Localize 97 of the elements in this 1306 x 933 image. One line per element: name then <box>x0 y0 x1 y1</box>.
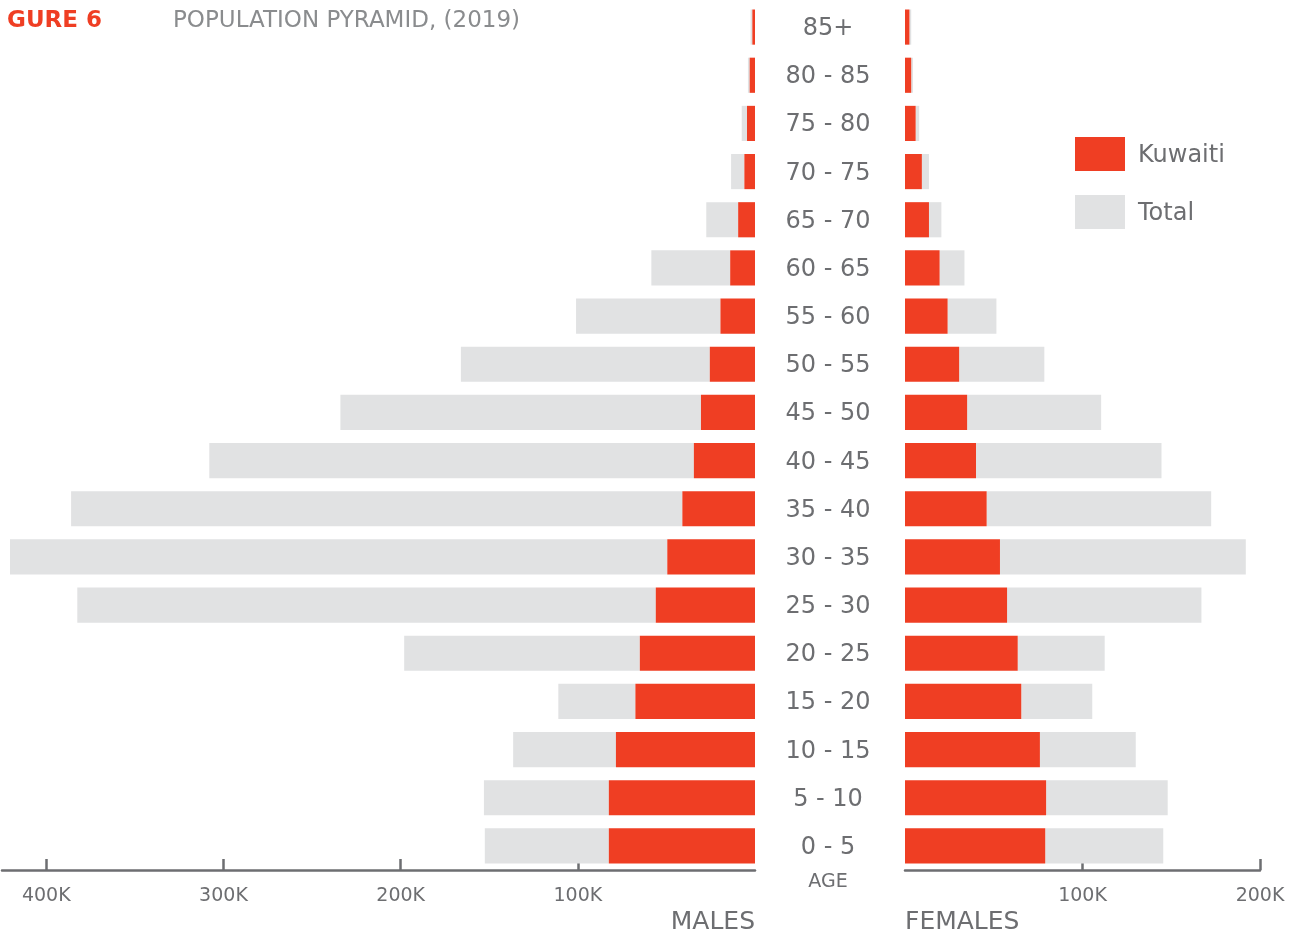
bar <box>1039 732 1136 768</box>
bar <box>905 539 1000 575</box>
bar <box>639 635 755 671</box>
bar <box>209 443 694 479</box>
bar <box>1045 828 1164 864</box>
bar <box>682 491 755 527</box>
bar <box>905 683 1022 719</box>
bar <box>741 105 748 141</box>
bar <box>558 683 636 719</box>
bar <box>576 298 721 334</box>
bar <box>484 828 609 864</box>
bar <box>1021 683 1093 719</box>
y-tick-label: 50 - 55 <box>785 350 871 379</box>
bar <box>905 491 987 527</box>
bar <box>71 491 683 527</box>
bar <box>693 443 755 479</box>
y-tick-label: 55 - 60 <box>785 302 871 331</box>
y-tick-label: 20 - 25 <box>785 639 871 668</box>
bar <box>706 202 739 238</box>
bar <box>655 587 755 623</box>
bar <box>905 828 1046 864</box>
y-tick-label: 5 - 10 <box>793 783 863 812</box>
bar <box>1007 587 1202 623</box>
y-tick-label: 60 - 65 <box>785 253 871 282</box>
bar <box>749 57 755 93</box>
y-tick-label: 75 - 80 <box>785 109 871 138</box>
y-tick-label: 70 - 75 <box>785 157 871 186</box>
bar <box>947 298 997 334</box>
x-axis-title: MALES <box>670 906 755 933</box>
bar <box>928 202 942 238</box>
bar <box>744 154 755 190</box>
bar <box>651 250 731 286</box>
legend-label: Kuwaiti <box>1138 140 1225 168</box>
bar <box>905 732 1040 768</box>
bar <box>905 443 976 479</box>
y-tick-label: 40 - 45 <box>785 446 871 475</box>
bar <box>905 57 912 93</box>
bar <box>905 9 910 45</box>
bar <box>635 683 755 719</box>
bar <box>905 105 916 141</box>
bar <box>77 587 656 623</box>
bar <box>967 394 1102 430</box>
x-tick-label: 200K <box>376 882 426 905</box>
bar <box>608 780 755 816</box>
y-tick-label: 35 - 40 <box>785 494 871 523</box>
bar <box>700 394 755 430</box>
x-tick-label: 100K <box>553 882 603 905</box>
bar <box>340 394 701 430</box>
y-tick-label: 65 - 70 <box>785 205 871 234</box>
bar <box>1046 780 1168 816</box>
y-tick-label: 85+ <box>802 13 854 42</box>
bar <box>483 780 609 816</box>
y-tick-label: 10 - 15 <box>785 735 871 764</box>
bar <box>905 394 968 430</box>
bar <box>999 539 1246 575</box>
bar <box>720 298 755 334</box>
bar <box>730 250 755 286</box>
y-tick-label: 80 - 85 <box>785 61 871 90</box>
x-axis-title: FEMALES <box>905 906 1020 933</box>
bar <box>608 828 755 864</box>
bar <box>939 250 965 286</box>
bar <box>959 346 1045 382</box>
bar <box>747 105 755 141</box>
bar <box>905 202 929 238</box>
bar <box>905 587 1008 623</box>
bar <box>615 732 755 768</box>
bar <box>986 491 1212 527</box>
y-axis-title: AGE <box>808 868 848 891</box>
y-tick-label: 45 - 50 <box>785 398 871 427</box>
x-tick-label: 100K <box>1058 882 1108 905</box>
legend-label: Total <box>1137 198 1195 226</box>
bar <box>1017 635 1105 671</box>
bar <box>905 635 1018 671</box>
bar <box>905 154 922 190</box>
chart-title: GURE 6 <box>7 5 102 32</box>
bar <box>905 298 948 334</box>
y-tick-label: 0 - 5 <box>800 831 856 860</box>
bar <box>460 346 710 382</box>
y-tick-label: 15 - 20 <box>785 687 871 716</box>
bar <box>709 346 755 382</box>
x-tick-label: 300K <box>199 882 249 905</box>
bar <box>513 732 616 768</box>
chart-subtitle: POPULATION PYRAMID, (2019) <box>173 5 521 32</box>
bar <box>731 154 745 190</box>
bar <box>976 443 1162 479</box>
y-tick-label: 25 - 30 <box>785 591 871 620</box>
x-tick-label: 200K <box>1235 882 1285 905</box>
bar <box>905 346 960 382</box>
bar <box>667 539 755 575</box>
bar <box>905 780 1047 816</box>
bar <box>921 154 929 190</box>
bar <box>905 250 940 286</box>
bar <box>404 635 640 671</box>
x-tick-label: 400K <box>21 882 72 905</box>
y-tick-label: 30 - 35 <box>785 542 871 571</box>
bar <box>738 202 755 238</box>
bar <box>9 539 668 575</box>
